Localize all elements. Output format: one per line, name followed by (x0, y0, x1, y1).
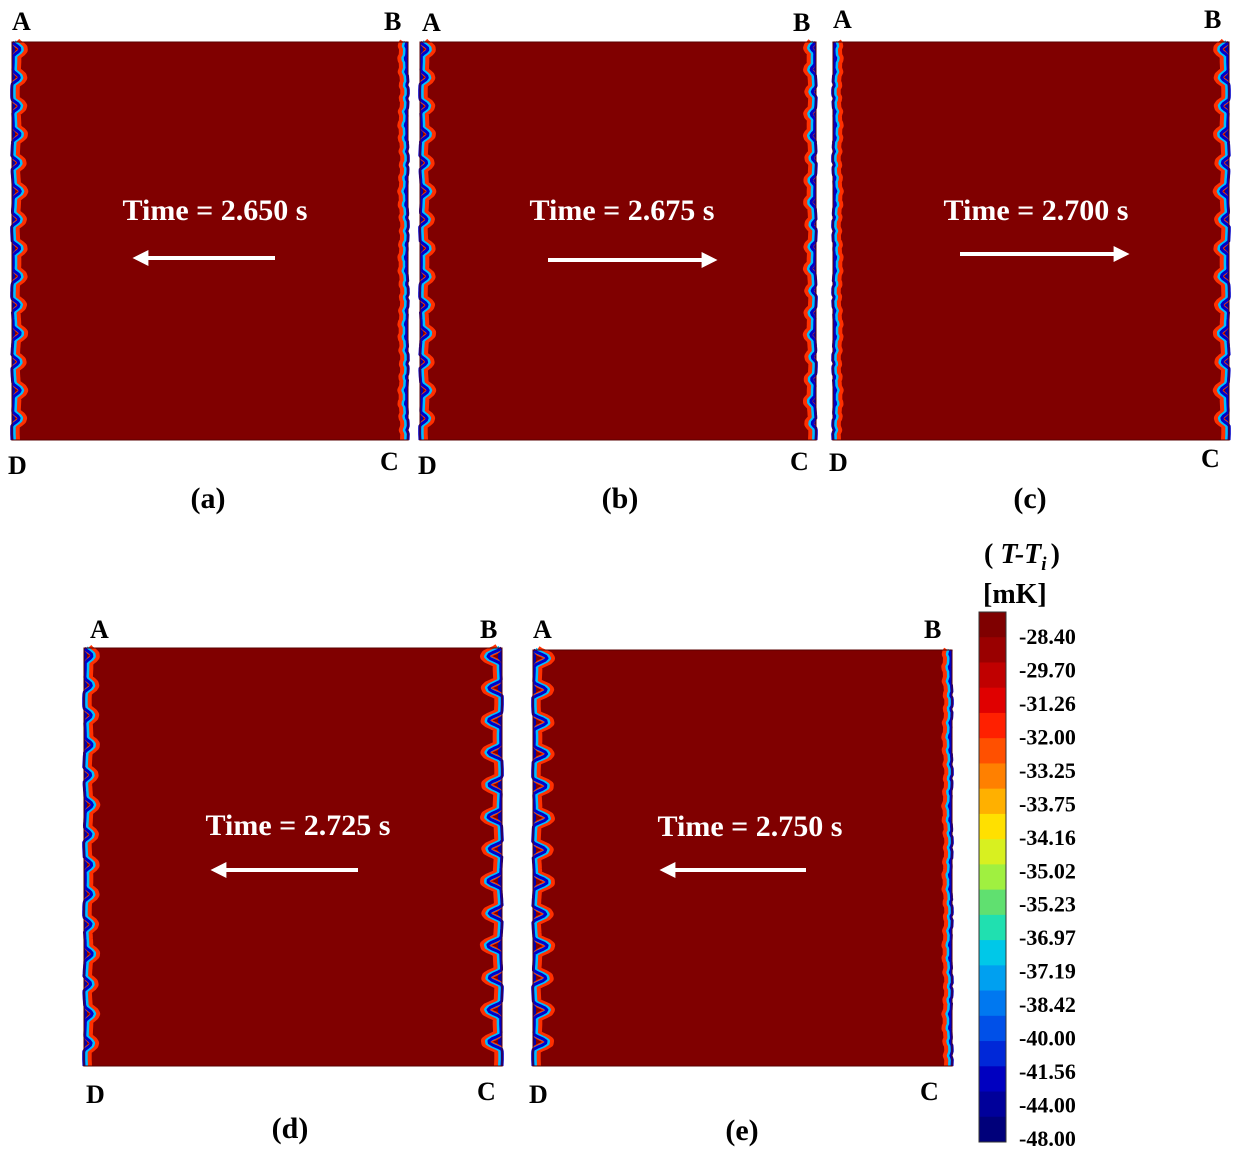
panel-label: (b) (602, 482, 639, 515)
corner-b-label: B (480, 615, 497, 644)
colorbar-tick-label: -32.00 (1019, 724, 1076, 749)
corner-a-label: A (833, 5, 852, 34)
colorbar-segment (979, 738, 1006, 764)
colorbar-segment (979, 687, 1006, 714)
colorbar-segment (979, 637, 1006, 663)
time-label: Time = 2.725 s (206, 809, 391, 842)
corner-c-label: C (920, 1077, 939, 1106)
panel-border (419, 41, 817, 441)
colorbar-title-open: ( (984, 539, 1000, 570)
colorbar-tick-label: -34.16 (1019, 825, 1076, 850)
colorbar-segment (979, 788, 1006, 815)
corner-a-label: A (90, 615, 109, 644)
colorbar-tick-label: -40.00 (1019, 1026, 1076, 1051)
colorbar-segment (979, 839, 1006, 865)
colorbar-segment (979, 813, 1006, 840)
panel-label: (a) (191, 482, 226, 515)
colorbar-tick-label: -35.02 (1019, 858, 1076, 883)
colorbar-segment (979, 965, 1006, 992)
temperature-field (533, 650, 952, 1066)
colorbar-title-sub: i (1041, 554, 1047, 575)
colorbar-title-close: ) (1051, 539, 1060, 570)
corner-c-label: C (380, 447, 399, 476)
colorbar-tick-label: -29.70 (1019, 658, 1076, 683)
temperature-field (833, 42, 1229, 440)
colorbar-tick-label: -28.40 (1019, 624, 1076, 649)
corner-b-label: B (793, 8, 810, 37)
colorbar-segment (979, 662, 1006, 689)
corner-c-label: C (1201, 444, 1220, 473)
corner-d-label: D (8, 451, 27, 480)
corner-d-label: D (529, 1080, 548, 1109)
corner-b-label: B (384, 7, 401, 36)
corner-a-label: A (422, 8, 441, 37)
colorbar: -28.40 -29.70 -31.26 -32.00 -33.25 -33.75 -34.… (978, 539, 1076, 1151)
corner-d-label: D (829, 448, 848, 477)
panel-border (83, 647, 503, 1067)
colorbar-segment (979, 914, 1006, 941)
panel-label: (c) (1013, 482, 1046, 515)
colorbar-segment (979, 940, 1006, 966)
corner-c-label: C (790, 447, 809, 476)
panel-border (832, 41, 1230, 441)
corner-a-label: A (533, 615, 552, 644)
colorbar-segment (979, 1066, 1006, 1093)
time-label: Time = 2.750 s (658, 810, 843, 843)
colorbar-tick-label: -37.19 (1019, 959, 1076, 984)
panel-border (532, 649, 953, 1067)
panel-label: (e) (725, 1114, 758, 1147)
colorbar-segment (979, 889, 1006, 916)
colorbar-segment (979, 712, 1006, 739)
colorbar-tick-label: -41.56 (1019, 1059, 1076, 1084)
colorbar-segment (979, 990, 1006, 1017)
corner-d-label: D (418, 451, 437, 480)
colorbar-unit: [mK] (983, 579, 1047, 610)
colorbar-segment (979, 1041, 1006, 1067)
temperature-field (12, 42, 408, 440)
colorbar-tick-label: -33.25 (1019, 758, 1076, 783)
colorbar-tick-label: -36.97 (1019, 925, 1076, 950)
colorbar-tick-label: -33.75 (1019, 791, 1076, 816)
panel-b: Time = 2.675 s A B D C (b) (418, 8, 818, 515)
corner-b-label: B (1204, 5, 1221, 34)
colorbar-tick-label: -31.26 (1019, 691, 1076, 716)
colorbar-tick-label: -35.23 (1019, 892, 1076, 917)
panel-label: (d) (272, 1112, 309, 1145)
corner-a-label: A (12, 7, 31, 36)
colorbar-title-var: T-T (1000, 539, 1043, 570)
colorbar-title: ( T-Ti) (984, 539, 1060, 575)
corner-b-label: B (924, 615, 941, 644)
colorbar-frame (978, 611, 1007, 1143)
colorbar-segment (979, 864, 1006, 891)
colorbar-segment (979, 1091, 1006, 1118)
time-label: Time = 2.650 s (123, 194, 308, 227)
corner-c-label: C (477, 1077, 496, 1106)
corner-d-label: D (86, 1080, 105, 1109)
colorbar-tick-label: -38.42 (1019, 992, 1076, 1017)
temperature-field (420, 42, 816, 440)
colorbar-segment (979, 1015, 1006, 1042)
panel-border (11, 41, 409, 441)
colorbar-segment (979, 1116, 1006, 1143)
panel-e: Time = 2.750 s A B D C (e) (529, 615, 954, 1147)
panel-c: Time = 2.700 s A B D C (c) (829, 5, 1231, 515)
panel-d: Time = 2.725 s A B D C (d) (82, 615, 504, 1145)
colorbar-tick-label: -44.00 (1019, 1093, 1076, 1118)
panel-a: Time = 2.650 s A B D C (a) (8, 7, 410, 515)
time-label: Time = 2.700 s (944, 194, 1129, 227)
time-label: Time = 2.675 s (530, 194, 715, 227)
colorbar-tick-label: -48.00 (1019, 1126, 1076, 1151)
colorbar-segment (979, 612, 1006, 638)
colorbar-segment (979, 763, 1006, 790)
temperature-field (84, 648, 502, 1066)
